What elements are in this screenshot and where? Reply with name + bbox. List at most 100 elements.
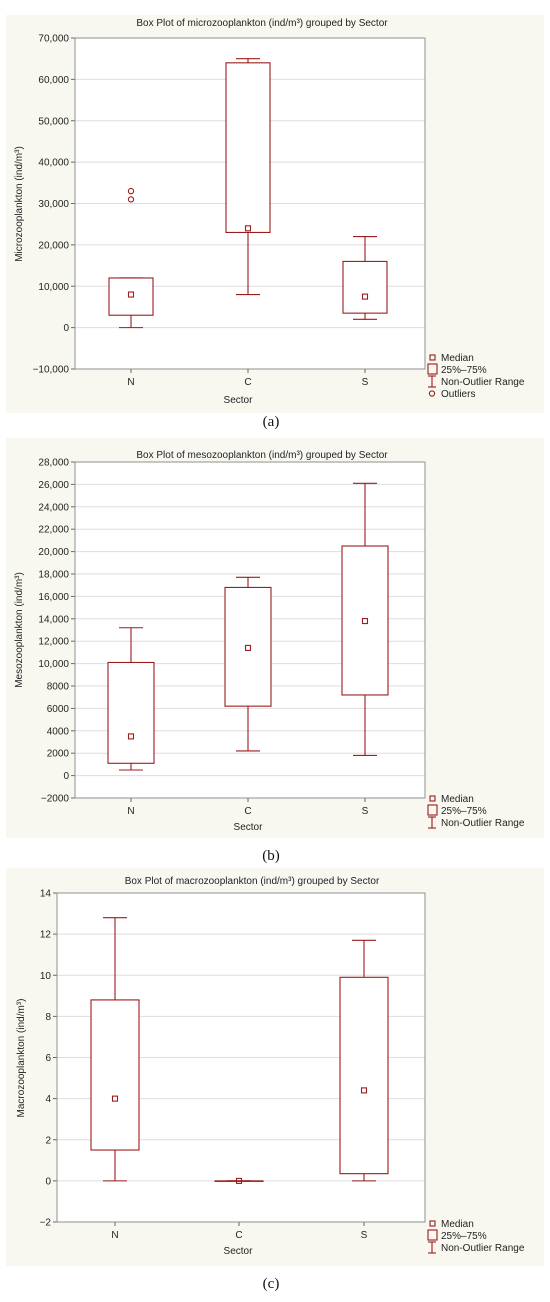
chart-title: Box Plot of microzooplankton (ind/m³) gr… [136, 18, 388, 29]
plot-frame [56, 892, 426, 1223]
y-tick-label: 0 [63, 323, 69, 334]
legend-label-whisker: Non-Outlier Range [441, 818, 525, 829]
median-marker [361, 617, 369, 625]
x-axis-label: Sector [224, 1246, 254, 1257]
chart-3: Box Plot of macrozooplankton (ind/m³) gr… [6, 868, 544, 1292]
x-tick-label: N [127, 377, 134, 388]
median-marker [127, 291, 135, 298]
median-marker [244, 225, 252, 232]
legend-median-marker [429, 1220, 436, 1227]
median-marker [127, 733, 135, 740]
y-tick-label: 20,000 [38, 547, 69, 558]
chart-2: Box Plot of mesozooplankton (ind/m³) gro… [6, 438, 544, 864]
x-axis-label: Sector [224, 395, 254, 406]
x-axis-label: Sector [234, 822, 264, 833]
y-tick-label: 10,000 [38, 659, 69, 670]
legend-label-whisker: Non-Outlier Range [441, 377, 525, 388]
iqr-box [341, 545, 389, 696]
y-tick-label: 10,000 [38, 282, 69, 293]
legend-outlier-marker [428, 390, 436, 397]
y-tick-label: 26,000 [38, 480, 69, 491]
x-tick-label: C [244, 806, 251, 817]
y-tick-label: 0 [45, 1176, 51, 1187]
y-tick-label: 4 [45, 1094, 51, 1105]
y-tick-label: 28,000 [38, 458, 69, 469]
median-marker [235, 1177, 243, 1184]
legend-label-median: Median [441, 353, 474, 364]
box-N [108, 187, 154, 329]
x-tick-label: C [235, 1230, 242, 1241]
median-marker [360, 1087, 368, 1094]
y-tick-label: 22,000 [38, 525, 69, 536]
y-tick-label: 0 [63, 771, 69, 782]
plot-frame [74, 461, 426, 799]
legend-label-median: Median [441, 794, 474, 805]
y-tick-label: 12 [40, 930, 52, 941]
iqr-box [214, 1180, 264, 1182]
outlier-point [127, 196, 135, 203]
y-tick-label: 70,000 [38, 34, 69, 45]
x-tick-label: N [111, 1230, 118, 1241]
box-S [341, 482, 389, 756]
legend-median-marker [429, 354, 436, 361]
chart-title: Box Plot of macrozooplankton (ind/m³) gr… [125, 876, 380, 887]
legend-box-marker [427, 1229, 438, 1241]
box-N [107, 627, 155, 771]
box-N [90, 917, 140, 1182]
iqr-box [339, 976, 389, 1175]
panel-label: (b) [262, 848, 280, 864]
legend-label-box: 25%–75% [441, 1231, 487, 1242]
y-tick-label: 12,000 [38, 637, 69, 648]
y-tick-label: 14 [40, 889, 52, 900]
x-tick-label: N [127, 806, 134, 817]
y-tick-label: −2000 [41, 794, 70, 805]
legend-label-median: Median [441, 1219, 474, 1230]
median-marker [244, 644, 252, 651]
legend-label-box: 25%–75% [441, 365, 487, 376]
iqr-box [342, 260, 388, 314]
box-C [214, 1177, 264, 1184]
y-tick-label: 30,000 [38, 199, 69, 210]
x-tick-label: C [244, 377, 251, 388]
legend-label-outliers: Outliers [441, 389, 475, 400]
panel-label: (c) [263, 1276, 280, 1292]
iqr-box [225, 62, 271, 234]
y-tick-label: 50,000 [38, 116, 69, 127]
y-tick-label: −10,000 [33, 365, 70, 376]
legend-label-whisker: Non-Outlier Range [441, 1243, 525, 1254]
x-tick-label: S [361, 1230, 368, 1241]
y-tick-label: 2000 [47, 749, 70, 760]
y-tick-label: 14,000 [38, 614, 69, 625]
y-tick-label: 20,000 [38, 240, 69, 251]
box-S [342, 236, 388, 320]
y-tick-label: −2 [40, 1218, 52, 1229]
iqr-box [107, 661, 155, 764]
median-marker [111, 1095, 119, 1102]
y-tick-label: 4000 [47, 726, 70, 737]
y-tick-label: 40,000 [38, 158, 69, 169]
outlier-point [127, 187, 135, 195]
y-axis-label: Macrozooplankton (ind/m³) [16, 999, 27, 1118]
y-tick-label: 10 [40, 971, 52, 982]
plot-frame [74, 37, 426, 370]
x-tick-label: S [362, 806, 369, 817]
legend-label-box: 25%–75% [441, 806, 487, 817]
y-tick-label: 8000 [47, 682, 70, 693]
box-S [339, 939, 389, 1182]
chart-1: Box Plot of microzooplankton (ind/m³) gr… [6, 15, 544, 430]
box-C [224, 576, 272, 752]
iqr-box [90, 999, 140, 1151]
y-tick-label: 16,000 [38, 592, 69, 603]
y-axis-label: Microzooplankton (ind/m³) [14, 146, 25, 262]
y-axis-label: Mesozooplankton (ind/m³) [14, 572, 25, 688]
box-C [225, 58, 271, 296]
x-tick-label: S [362, 377, 369, 388]
y-tick-label: 18,000 [38, 570, 69, 581]
y-tick-label: 8 [45, 1012, 51, 1023]
legend-box-marker [427, 804, 438, 816]
y-tick-label: 6 [45, 1053, 51, 1064]
legend-median-marker [429, 795, 436, 802]
